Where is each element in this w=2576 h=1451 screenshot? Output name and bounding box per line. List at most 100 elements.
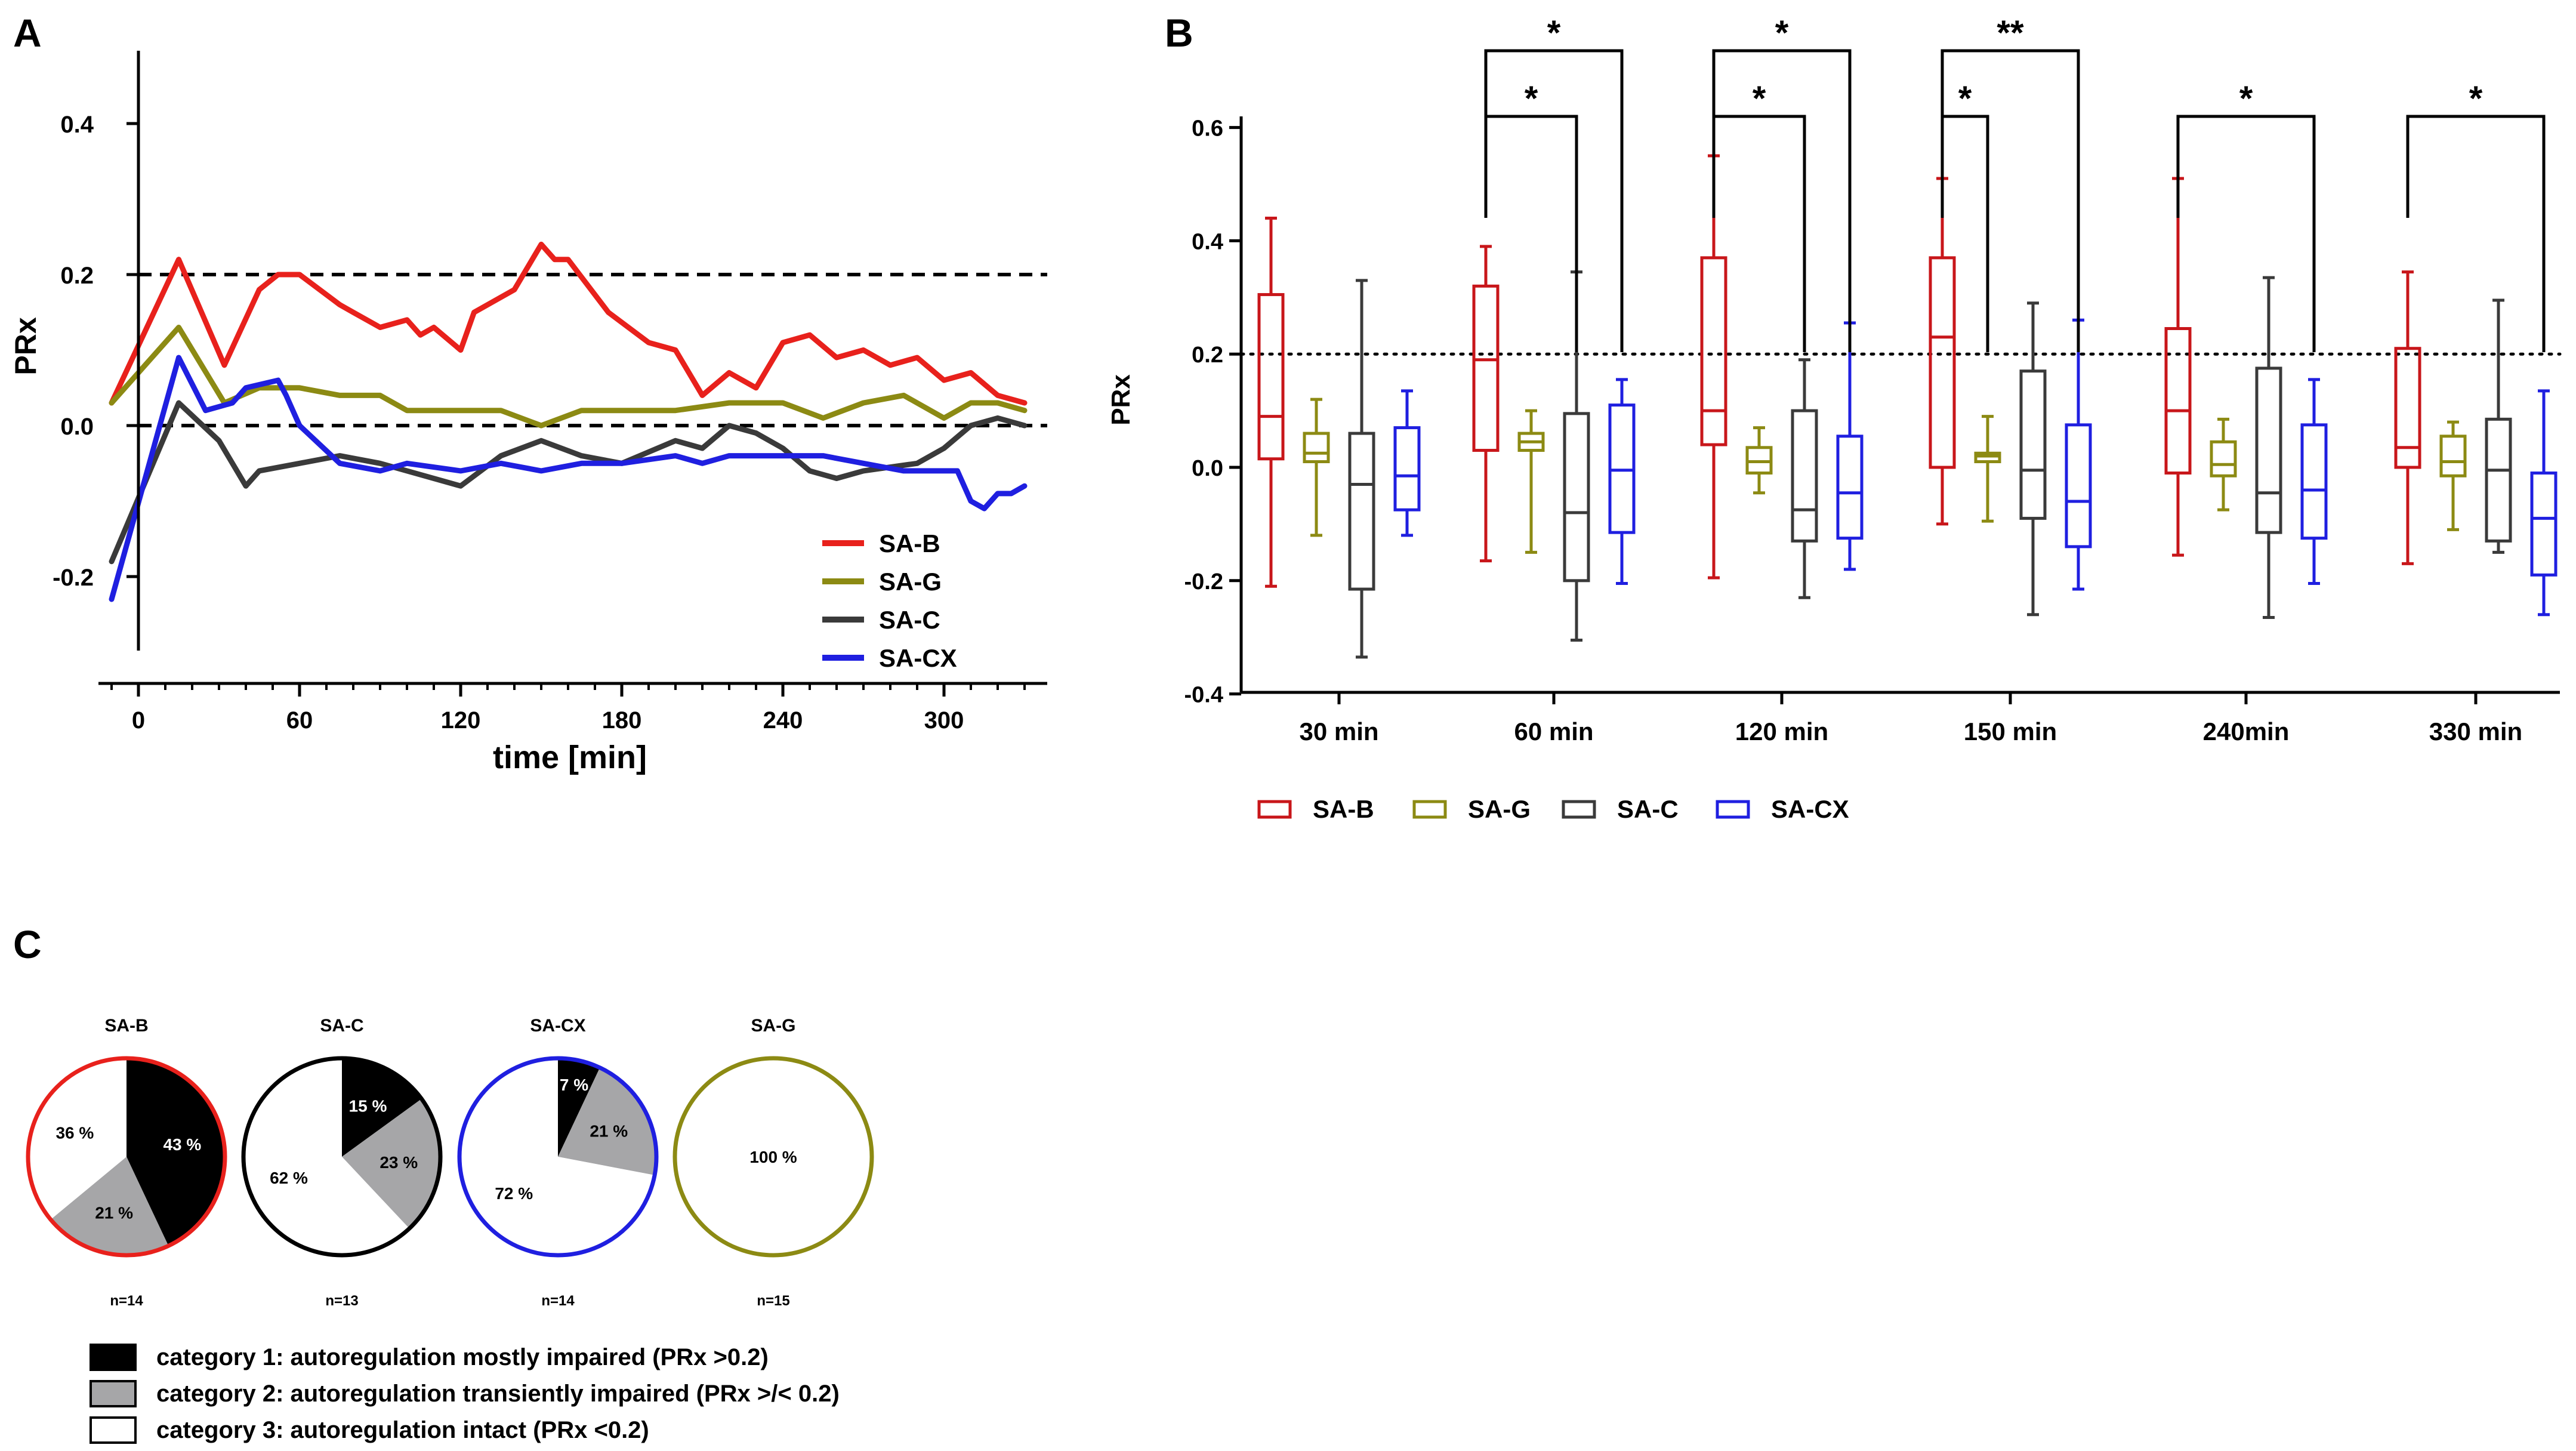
- x-tick-label: 180: [602, 707, 642, 734]
- box-body: [1472, 284, 1500, 452]
- x-tick-label: 30 min: [1299, 717, 1378, 745]
- axes: 0 60 120 180 240 300 -0.2 0.0 0.2 0.4: [53, 51, 1047, 734]
- bracket-line: [2406, 115, 2546, 352]
- legend-swatch-sa-b: [1257, 800, 1292, 819]
- box-body: [2530, 471, 2558, 577]
- box-sa-b-0: [1257, 216, 1285, 588]
- pie-slice-category-3: [243, 1058, 409, 1255]
- pie-slice-category-1: [558, 1058, 600, 1157]
- y-tick-label: 0.2: [1192, 343, 1223, 368]
- legend-label: SA-G: [1468, 795, 1531, 823]
- box-sa-g-5: [2439, 420, 2467, 531]
- significance-brackets: ******** *: [1484, 14, 2546, 352]
- panel-a-line-chart: 0 60 120 180 240 300-0.20.00.20.4 time [min] …: [9, 51, 1047, 775]
- pie-slice-label: 21 %: [590, 1122, 628, 1141]
- bracket-line: [2176, 115, 2316, 352]
- significance-bracket: *: [1712, 14, 1852, 352]
- bracket-line: [1484, 49, 1624, 352]
- box-sa-c-2: [1791, 358, 1818, 599]
- series-line-sa-cx: [109, 355, 1028, 602]
- legend-swatch-sa-c: [1562, 800, 1596, 819]
- bracket-line: [1941, 115, 1989, 352]
- reference-lines: [138, 273, 1047, 427]
- x-axis-label: time [min]: [493, 740, 647, 775]
- pie-slice-category-3: [28, 1058, 127, 1220]
- pie-slice-category-3: [675, 1058, 872, 1255]
- legend-label: SA-C: [879, 606, 940, 634]
- x-tick-label: 330 min: [2429, 717, 2522, 745]
- box-body: [2394, 347, 2421, 469]
- box-sa-cx-4: [2300, 378, 2328, 586]
- pie-n-count: n=15: [757, 1293, 789, 1309]
- y-tick-label: 0.0: [1192, 456, 1223, 481]
- y-tick-label: -0.4: [1184, 683, 1223, 708]
- series-lines: [109, 241, 1028, 602]
- pie-n-count: n=14: [541, 1293, 575, 1309]
- box-body: [2065, 423, 2092, 549]
- box-body: [1348, 432, 1375, 591]
- legend-label: SA-G: [879, 568, 942, 596]
- significance-label: *: [2239, 79, 2253, 118]
- legend-label: category 2: autoregulation transiently i…: [156, 1381, 840, 1407]
- significance-label: *: [1547, 14, 1561, 53]
- legend-label: SA-C: [1617, 795, 1679, 823]
- panel-label-a: A: [13, 11, 42, 55]
- box-sa-cx-3: [2065, 318, 2092, 591]
- significance-bracket: *: [1941, 79, 1989, 352]
- box-body: [2300, 423, 2328, 540]
- legend-label: SA-B: [1313, 795, 1374, 823]
- x-tick-label: 300: [924, 707, 964, 734]
- pie-slice-label: 62 %: [270, 1169, 308, 1187]
- y-tick-label: 0.0: [60, 414, 94, 440]
- legend: SA-B SA-G SA-C SA-CX: [822, 529, 957, 672]
- significance-bracket: **: [1941, 14, 2080, 352]
- box-body: [1563, 412, 1590, 583]
- y-tick-label: -0.2: [53, 565, 94, 591]
- y-tick-label: 0.2: [60, 263, 94, 289]
- pie-title: SA-G: [751, 1016, 796, 1036]
- pie-slice-label: 21 %: [95, 1203, 133, 1222]
- box-sa-c-0: [1348, 279, 1375, 659]
- significance-bracket: *: [1484, 14, 1624, 352]
- significance-label: *: [2469, 79, 2483, 118]
- pie-border: [457, 1056, 659, 1258]
- y-tick-label: 0.4: [1192, 229, 1223, 254]
- legend-label: SA-CX: [879, 644, 957, 672]
- box-sa-g-4: [2210, 417, 2237, 512]
- pie-sa-g: SA-G 100 % n=15: [672, 1016, 874, 1309]
- y-axis-label: PRx: [1106, 374, 1136, 426]
- y-tick-label: 0.6: [1192, 116, 1223, 141]
- pie-slice-label: 36 %: [55, 1123, 94, 1142]
- bracket-line: [1484, 115, 1578, 352]
- box-body: [1393, 426, 1421, 512]
- significance-label: *: [1958, 79, 1972, 118]
- pie-slice-label: 23 %: [380, 1153, 418, 1172]
- pie-slice-category-2: [50, 1157, 169, 1256]
- pie-slice-category-2: [342, 1099, 441, 1229]
- significance-bracket: *: [2176, 79, 2316, 352]
- box-sa-cx-1: [1608, 378, 1636, 586]
- boxes: [1257, 154, 2558, 659]
- significance-label: *: [1753, 79, 1766, 118]
- box-body: [1257, 293, 1285, 461]
- pie-border: [241, 1056, 443, 1258]
- significance-label: *: [1525, 79, 1538, 118]
- x-tick-label: 120: [441, 707, 481, 734]
- x-tick-label: 240min: [2203, 717, 2290, 745]
- pie-border: [672, 1056, 874, 1258]
- y-tick-label: 0.4: [60, 112, 94, 138]
- box-body: [1791, 409, 1818, 543]
- box-body: [2255, 366, 2282, 534]
- panel-c-pie-charts: SA-B 43 % 21 % 36 % n=14 SA-C 15 % 23 % 62 % n=13…: [26, 1016, 874, 1444]
- legend: SA-B SA-G SA-C SA-CX: [1257, 795, 1849, 823]
- box-sa-c-3: [2019, 301, 2047, 617]
- y-axis-label: PRx: [9, 317, 42, 375]
- panel-b-box-chart: -0.4 -0.2 0.0 0.2 0.4 0.6 30 min 60 min 120 min 1…: [1106, 14, 2562, 823]
- bracket-line: [1712, 49, 1852, 352]
- box-sa-b-1: [1472, 245, 1500, 563]
- box-sa-b-4: [2164, 177, 2192, 557]
- pie-slice-label: 72 %: [495, 1184, 533, 1203]
- box-body: [1303, 432, 1330, 464]
- bracket-line: [1941, 49, 2080, 352]
